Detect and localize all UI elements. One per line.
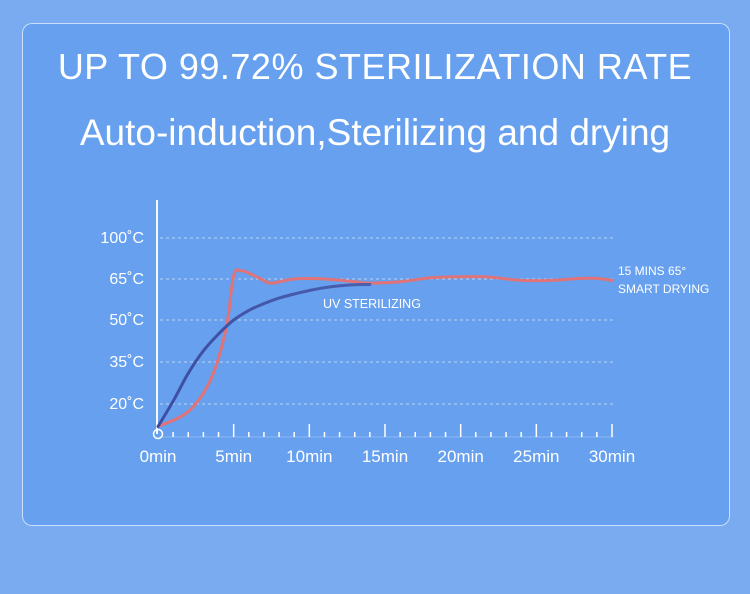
x-tick-label: 15min	[362, 447, 408, 466]
y-tick-label: 20˚C	[109, 396, 144, 413]
page-title: UP TO 99.72% STERILIZATION RATE	[57, 46, 693, 87]
x-tick-label: 0min	[140, 447, 177, 466]
y-tick-label: 65˚C	[109, 271, 144, 288]
content-panel	[22, 23, 730, 526]
uv-sterilizing-label: UV STERILIZING	[323, 297, 421, 311]
x-tick-label: 10min	[286, 447, 332, 466]
smart-drying-label-line2: SMART DRYING	[618, 282, 709, 296]
x-tick-label: 5min	[215, 447, 252, 466]
y-tick-label: 100˚C	[100, 230, 144, 247]
smart-drying-line	[156, 268, 614, 428]
origin-marker	[152, 428, 164, 440]
x-tick-label: 20min	[438, 447, 484, 466]
x-tick-label: 25min	[513, 447, 559, 466]
smart-drying-label-line1: 15 MINS 65°	[618, 264, 686, 278]
page-subtitle: Auto-induction,Sterilizing and drying	[79, 112, 671, 153]
y-tick-label: 50˚C	[109, 312, 144, 329]
x-tick-label: 30min	[589, 447, 635, 466]
y-tick-label: 35˚C	[109, 354, 144, 371]
uv-sterilizing-line	[156, 283, 372, 428]
